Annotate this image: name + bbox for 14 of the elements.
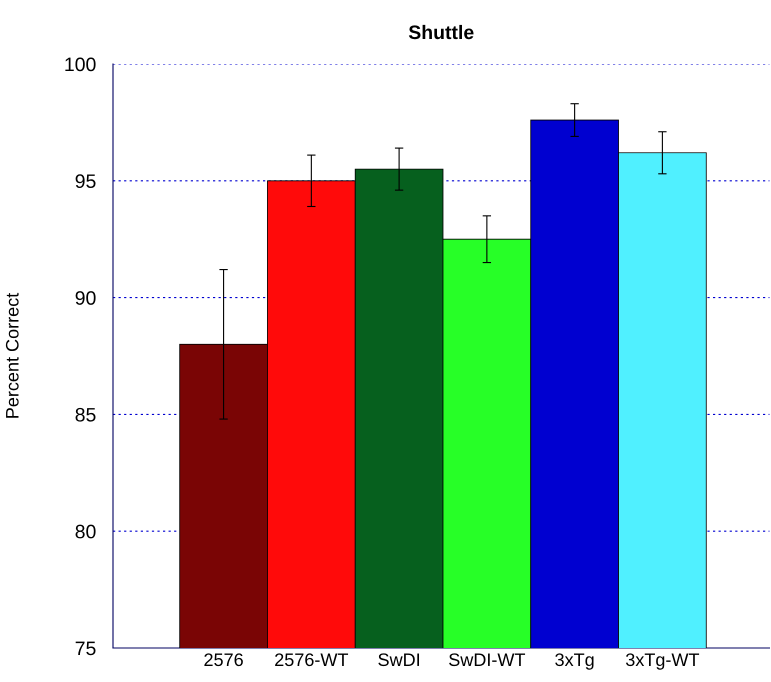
x-tick-label: 3xTg-WT bbox=[626, 653, 700, 670]
chart-title: Shuttle bbox=[408, 24, 474, 40]
y-tick-label: 75 bbox=[76, 642, 96, 656]
x-tick-label: 2576 bbox=[204, 653, 243, 666]
y-tick-label: 80 bbox=[76, 524, 96, 538]
x-tick-label: 2576-WT bbox=[275, 653, 348, 666]
y-tick-label: 85 bbox=[76, 408, 96, 422]
x-tick-label: SwDI-WT bbox=[449, 653, 526, 666]
y-tick-label: 90 bbox=[76, 291, 96, 305]
y-tick-label: 95 bbox=[76, 174, 96, 188]
y-axis-title: Percent Correct bbox=[6, 292, 19, 418]
x-tick-label: SwDI bbox=[378, 653, 420, 666]
y-tick-label: 100 bbox=[65, 57, 96, 72]
x-tick-label: 3xTg bbox=[555, 653, 594, 670]
